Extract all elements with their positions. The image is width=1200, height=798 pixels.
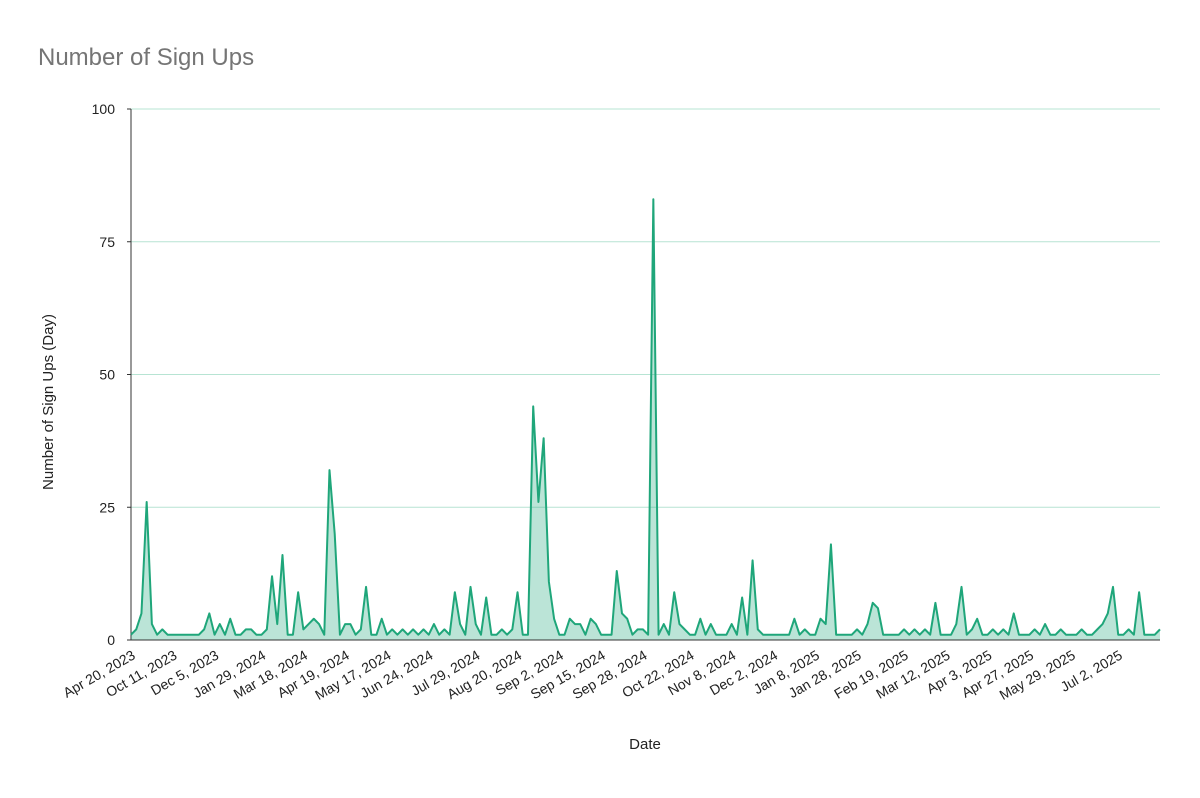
- y-axis-title: Number of Sign Ups (Day): [40, 314, 57, 490]
- x-axis-title: Date: [629, 736, 661, 753]
- y-tick-label: 75: [99, 234, 115, 250]
- line: [130, 198, 1161, 636]
- y-tick-label: 100: [92, 101, 116, 117]
- y-tick-label: 0: [107, 632, 115, 648]
- chart-title: Number of Sign Ups: [38, 44, 254, 71]
- y-tick-label: 50: [99, 367, 115, 383]
- y-tick-label: 25: [99, 499, 115, 515]
